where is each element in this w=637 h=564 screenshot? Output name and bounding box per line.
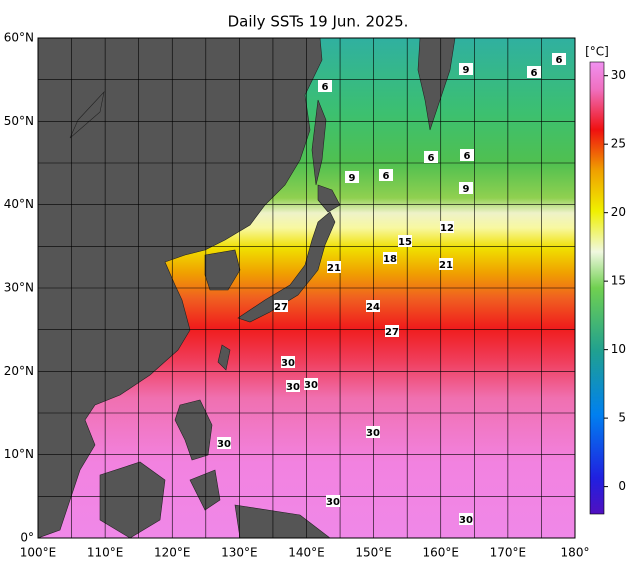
contour-label-box — [326, 495, 340, 507]
colorbar — [589, 61, 605, 515]
lon-label: 130°E — [221, 546, 258, 560]
contour-label: 9 — [349, 173, 356, 184]
contour-label: 9 — [463, 184, 470, 195]
lat-label: 60°N — [4, 31, 34, 45]
contour-label-box — [274, 300, 288, 312]
contour-label: 27 — [274, 302, 288, 313]
colorbar-tick-label: 30 — [611, 68, 626, 82]
contour-label-box — [440, 221, 454, 233]
contour-label: 12 — [440, 223, 454, 234]
contour-label: 6 — [464, 151, 471, 162]
contour-label-box — [327, 261, 341, 273]
map-frame — [37, 37, 576, 539]
lat-label: 50°N — [4, 114, 34, 128]
contour-label-box — [379, 169, 393, 181]
contour-label: 6 — [322, 82, 329, 93]
contour-label-box — [459, 63, 473, 75]
lat-label: 40°N — [4, 197, 34, 211]
colorbar-tick-label: 0 — [618, 479, 626, 493]
contour-label: 27 — [385, 327, 399, 338]
contour-label-box — [459, 513, 473, 525]
contour-label: 30 — [286, 382, 300, 393]
contour-label-box — [398, 235, 412, 247]
colorbar-unit: [°C] — [585, 45, 609, 59]
contour-label: 21 — [327, 263, 341, 274]
contour-label-box — [383, 252, 397, 264]
contour-label: 30 — [281, 358, 295, 369]
contour-label-box — [385, 325, 399, 337]
colorbar-tick-label: 25 — [611, 137, 626, 151]
lat-label: 0° — [20, 531, 34, 545]
graticule — [38, 38, 575, 538]
contour-label: 30 — [217, 439, 231, 450]
lon-label: 140°E — [288, 546, 325, 560]
lat-label: 20°N — [4, 364, 34, 378]
contour-label-box — [281, 356, 295, 368]
contour-label-box — [366, 300, 380, 312]
contour-label: 24 — [366, 302, 380, 313]
lat-label: 10°N — [4, 447, 34, 461]
contour-label-box — [552, 53, 566, 65]
contour-label-box — [424, 151, 438, 163]
contour-label: 30 — [366, 428, 380, 439]
contour-label-box — [439, 258, 453, 270]
contour-label-box — [304, 378, 318, 390]
contour-label: 30 — [459, 515, 473, 526]
colorbar-tick-label: 20 — [611, 205, 626, 219]
contour-label: 6 — [531, 68, 538, 79]
colorbar-tick-label: 15 — [611, 274, 626, 288]
contour-label-box — [459, 182, 473, 194]
lon-label: 110°E — [87, 546, 124, 560]
lon-label: 100°E — [20, 546, 57, 560]
map-area — [38, 38, 575, 538]
contour-label-box — [217, 437, 231, 449]
contour-label: 21 — [439, 260, 453, 271]
lon-label: 180° — [561, 546, 590, 560]
lon-label: 150°E — [355, 546, 392, 560]
contour-label: 6 — [383, 171, 390, 182]
contour-label-box — [366, 426, 380, 438]
colorbar-tick-label: 5 — [618, 411, 626, 425]
colorbar-tick-label: 10 — [611, 342, 626, 356]
contour-label: 6 — [428, 153, 435, 164]
lon-label: 160°E — [423, 546, 460, 560]
contour-label: 9 — [463, 65, 470, 76]
lon-label: 120°E — [154, 546, 191, 560]
contour-label-box — [318, 80, 332, 92]
contour-label-box — [286, 380, 300, 392]
contour-label: 30 — [304, 380, 318, 391]
contour-label-box — [460, 149, 474, 161]
contour-label: 15 — [398, 237, 412, 248]
lon-label: 170°E — [490, 546, 527, 560]
lat-label: 30°N — [4, 281, 34, 295]
contour-label: 6 — [556, 55, 563, 66]
title: Daily SSTs 19 Jun. 2025. — [228, 13, 409, 31]
contour-label-box — [527, 66, 541, 78]
contour-label: 18 — [383, 254, 397, 265]
contour-label-box — [345, 171, 359, 183]
contour-label: 30 — [326, 497, 340, 508]
